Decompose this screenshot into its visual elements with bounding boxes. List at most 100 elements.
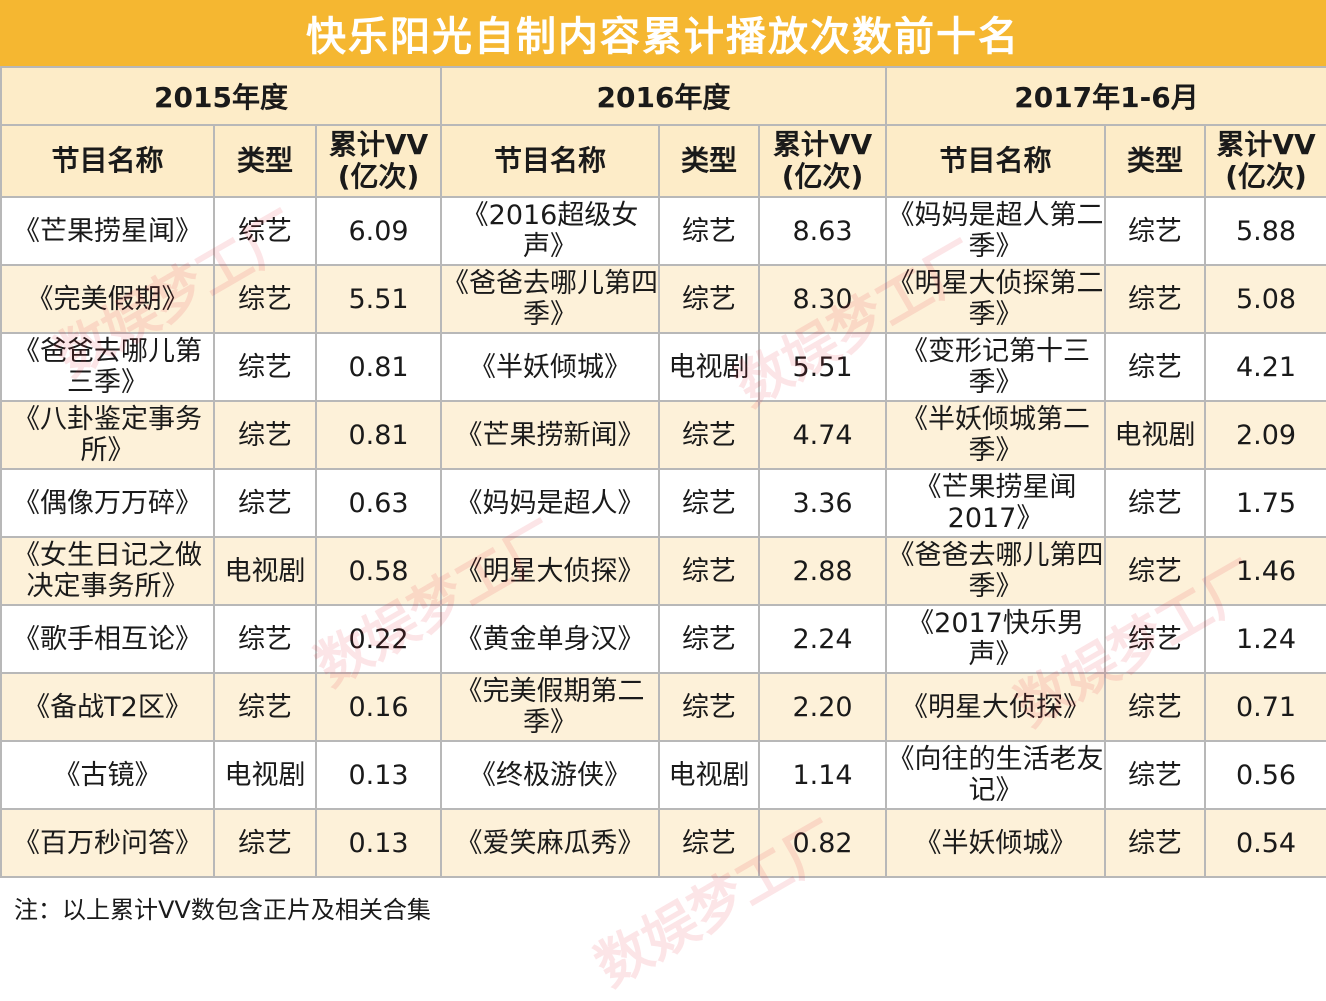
program-type: 综艺 xyxy=(1104,808,1206,878)
ranking-table: 2015年度 2016年度 2017年1-6月 节目名称 类型 累计VV (亿次) 节… xyxy=(0,66,1326,878)
program-name: 《2017快乐男声》 xyxy=(885,604,1106,674)
program-name: 《爸爸去哪儿第三季》 xyxy=(0,332,215,402)
program-name: 《完美假期》 xyxy=(0,264,215,334)
program-name: 《妈妈是超人》 xyxy=(440,468,660,538)
cumulative-vv: 8.63 xyxy=(758,196,887,266)
table-row: 《备战T2区》 综艺 0.16 《完美假期第二季》 综艺 2.20 《明星大侦探》 综艺 0.7… xyxy=(0,672,1326,742)
program-type: 综艺 xyxy=(213,672,317,742)
program-type: 电视剧 xyxy=(213,536,317,606)
cumulative-vv: 0.58 xyxy=(315,536,442,606)
program-name: 《终极游侠》 xyxy=(440,740,660,810)
program-type: 综艺 xyxy=(658,400,760,470)
program-name: 《半妖倾城》 xyxy=(885,808,1106,878)
column-header-row: 节目名称 类型 累计VV (亿次) 节目名称 类型 累计VV (亿次) 节目名称 类型 累计VV… xyxy=(0,124,1326,198)
program-name: 《明星大侦探》 xyxy=(440,536,660,606)
program-type: 综艺 xyxy=(213,400,317,470)
program-type: 电视剧 xyxy=(658,332,760,402)
program-type: 综艺 xyxy=(658,536,760,606)
table-row: 《百万秒问答》 综艺 0.13 《爱笑麻瓜秀》 综艺 0.82 《半妖倾城》 综艺 0.54 xyxy=(0,808,1326,878)
program-type: 综艺 xyxy=(213,196,317,266)
program-name: 《古镜》 xyxy=(0,740,215,810)
program-name: 《变形记第十三季》 xyxy=(885,332,1106,402)
table-row: 《女生日记之做决定事务所》 电视剧 0.58 《明星大侦探》 综艺 2.88 《爸爸去哪儿第… xyxy=(0,536,1326,606)
cumulative-vv: 3.36 xyxy=(758,468,887,538)
program-type: 综艺 xyxy=(1104,332,1206,402)
cumulative-vv: 0.13 xyxy=(315,808,442,878)
period-row: 2015年度 2016年度 2017年1-6月 xyxy=(0,66,1326,126)
period-2016: 2016年度 xyxy=(440,66,887,126)
program-type: 综艺 xyxy=(213,604,317,674)
program-type: 综艺 xyxy=(213,468,317,538)
cumulative-vv: 1.14 xyxy=(758,740,887,810)
cumulative-vv-header: 累计VV (亿次) xyxy=(1203,124,1326,198)
program-name: 《爱笑麻瓜秀》 xyxy=(440,808,660,878)
program-name: 《爸爸去哪儿第四季》 xyxy=(885,536,1106,606)
cumulative-vv-header: 累计VV (亿次) xyxy=(758,124,887,198)
program-name: 《半妖倾城第二季》 xyxy=(885,400,1106,470)
cumulative-vv-header: 累计VV (亿次) xyxy=(315,124,442,198)
cumulative-vv: 0.16 xyxy=(315,672,442,742)
program-type: 综艺 xyxy=(1104,196,1206,266)
program-type: 综艺 xyxy=(213,808,317,878)
program-type: 综艺 xyxy=(213,264,317,334)
table-body: 《芒果捞星闻》 综艺 6.09 《2016超级女声》 综艺 8.63 《妈妈是超人第二季》综… xyxy=(0,196,1326,878)
cumulative-vv: 0.54 xyxy=(1203,808,1326,878)
program-name-header: 节目名称 xyxy=(885,124,1106,198)
table-row: 《八卦鉴定事务所》 综艺 0.81 《芒果捞新闻》 综艺 4.74 《半妖倾城第二季》 电视剧… xyxy=(0,400,1326,470)
program-name: 《明星大侦探第二季》 xyxy=(885,264,1106,334)
program-type: 综艺 xyxy=(1104,740,1206,810)
period-2015: 2015年度 xyxy=(0,66,442,126)
cumulative-vv: 2.20 xyxy=(758,672,887,742)
program-name: 《爸爸去哪儿第四季》 xyxy=(440,264,660,334)
cumulative-vv: 8.30 xyxy=(758,264,887,334)
program-type: 综艺 xyxy=(1104,468,1206,538)
cumulative-vv: 0.81 xyxy=(315,332,442,402)
type-header: 类型 xyxy=(658,124,760,198)
footnote: 注：以上累计VV数包含正片及相关合集 xyxy=(14,896,431,924)
program-name: 《2016超级女声》 xyxy=(440,196,660,266)
page-title: 快乐阳光自制内容累计播放次数前十名 xyxy=(306,14,1020,60)
program-type: 综艺 xyxy=(658,468,760,538)
cumulative-vv: 2.09 xyxy=(1203,400,1326,470)
cumulative-vv: 0.22 xyxy=(315,604,442,674)
program-name: 《明星大侦探》 xyxy=(885,672,1106,742)
program-type: 综艺 xyxy=(1104,672,1206,742)
program-name: 《备战T2区》 xyxy=(0,672,215,742)
program-name: 《女生日记之做决定事务所》 xyxy=(0,536,215,606)
program-name: 《芒果捞新闻》 xyxy=(440,400,660,470)
cumulative-vv: 5.51 xyxy=(758,332,887,402)
cumulative-vv: 5.88 xyxy=(1203,196,1326,266)
program-type: 综艺 xyxy=(1104,536,1206,606)
table-row: 《芒果捞星闻》 综艺 6.09 《2016超级女声》 综艺 8.63 《妈妈是超人第二季》综… xyxy=(0,196,1326,266)
cumulative-vv: 5.08 xyxy=(1203,264,1326,334)
program-type: 综艺 xyxy=(658,808,760,878)
program-name: 《妈妈是超人第二季》 xyxy=(885,196,1106,266)
program-name: 《芒果捞星闻》 xyxy=(0,196,215,266)
program-name: 《半妖倾城》 xyxy=(440,332,660,402)
program-type: 电视剧 xyxy=(1104,400,1206,470)
program-name: 《偶像万万碎》 xyxy=(0,468,215,538)
cumulative-vv: 4.74 xyxy=(758,400,887,470)
program-type: 电视剧 xyxy=(213,740,317,810)
program-name: 《歌手相互论》 xyxy=(0,604,215,674)
cumulative-vv: 0.81 xyxy=(315,400,442,470)
table-row: 《爸爸去哪儿第三季》 综艺 0.81 《半妖倾城》 电视剧 5.51 《变形记第十三季》 综艺… xyxy=(0,332,1326,402)
program-type: 综艺 xyxy=(658,264,760,334)
program-name: 《完美假期第二季》 xyxy=(440,672,660,742)
program-type: 综艺 xyxy=(658,672,760,742)
cumulative-vv: 6.09 xyxy=(315,196,442,266)
program-name: 《芒果捞星闻2017》 xyxy=(885,468,1106,538)
cumulative-vv: 0.63 xyxy=(315,468,442,538)
cumulative-vv: 2.88 xyxy=(758,536,887,606)
cumulative-vv: 1.24 xyxy=(1203,604,1326,674)
cumulative-vv: 1.46 xyxy=(1203,536,1326,606)
table-row: 《偶像万万碎》 综艺 0.63 《妈妈是超人》 综艺 3.36 《芒果捞星闻2017》 综艺 1… xyxy=(0,468,1326,538)
cumulative-vv: 2.24 xyxy=(758,604,887,674)
program-name: 《向往的生活老友记》 xyxy=(885,740,1106,810)
program-name: 《八卦鉴定事务所》 xyxy=(0,400,215,470)
type-header: 类型 xyxy=(213,124,317,198)
cumulative-vv: 0.13 xyxy=(315,740,442,810)
program-type: 综艺 xyxy=(658,196,760,266)
table-row: 《古镜》 电视剧 0.13 《终极游侠》 电视剧 1.14 《向往的生活老友记》 综艺 0.56 xyxy=(0,740,1326,810)
